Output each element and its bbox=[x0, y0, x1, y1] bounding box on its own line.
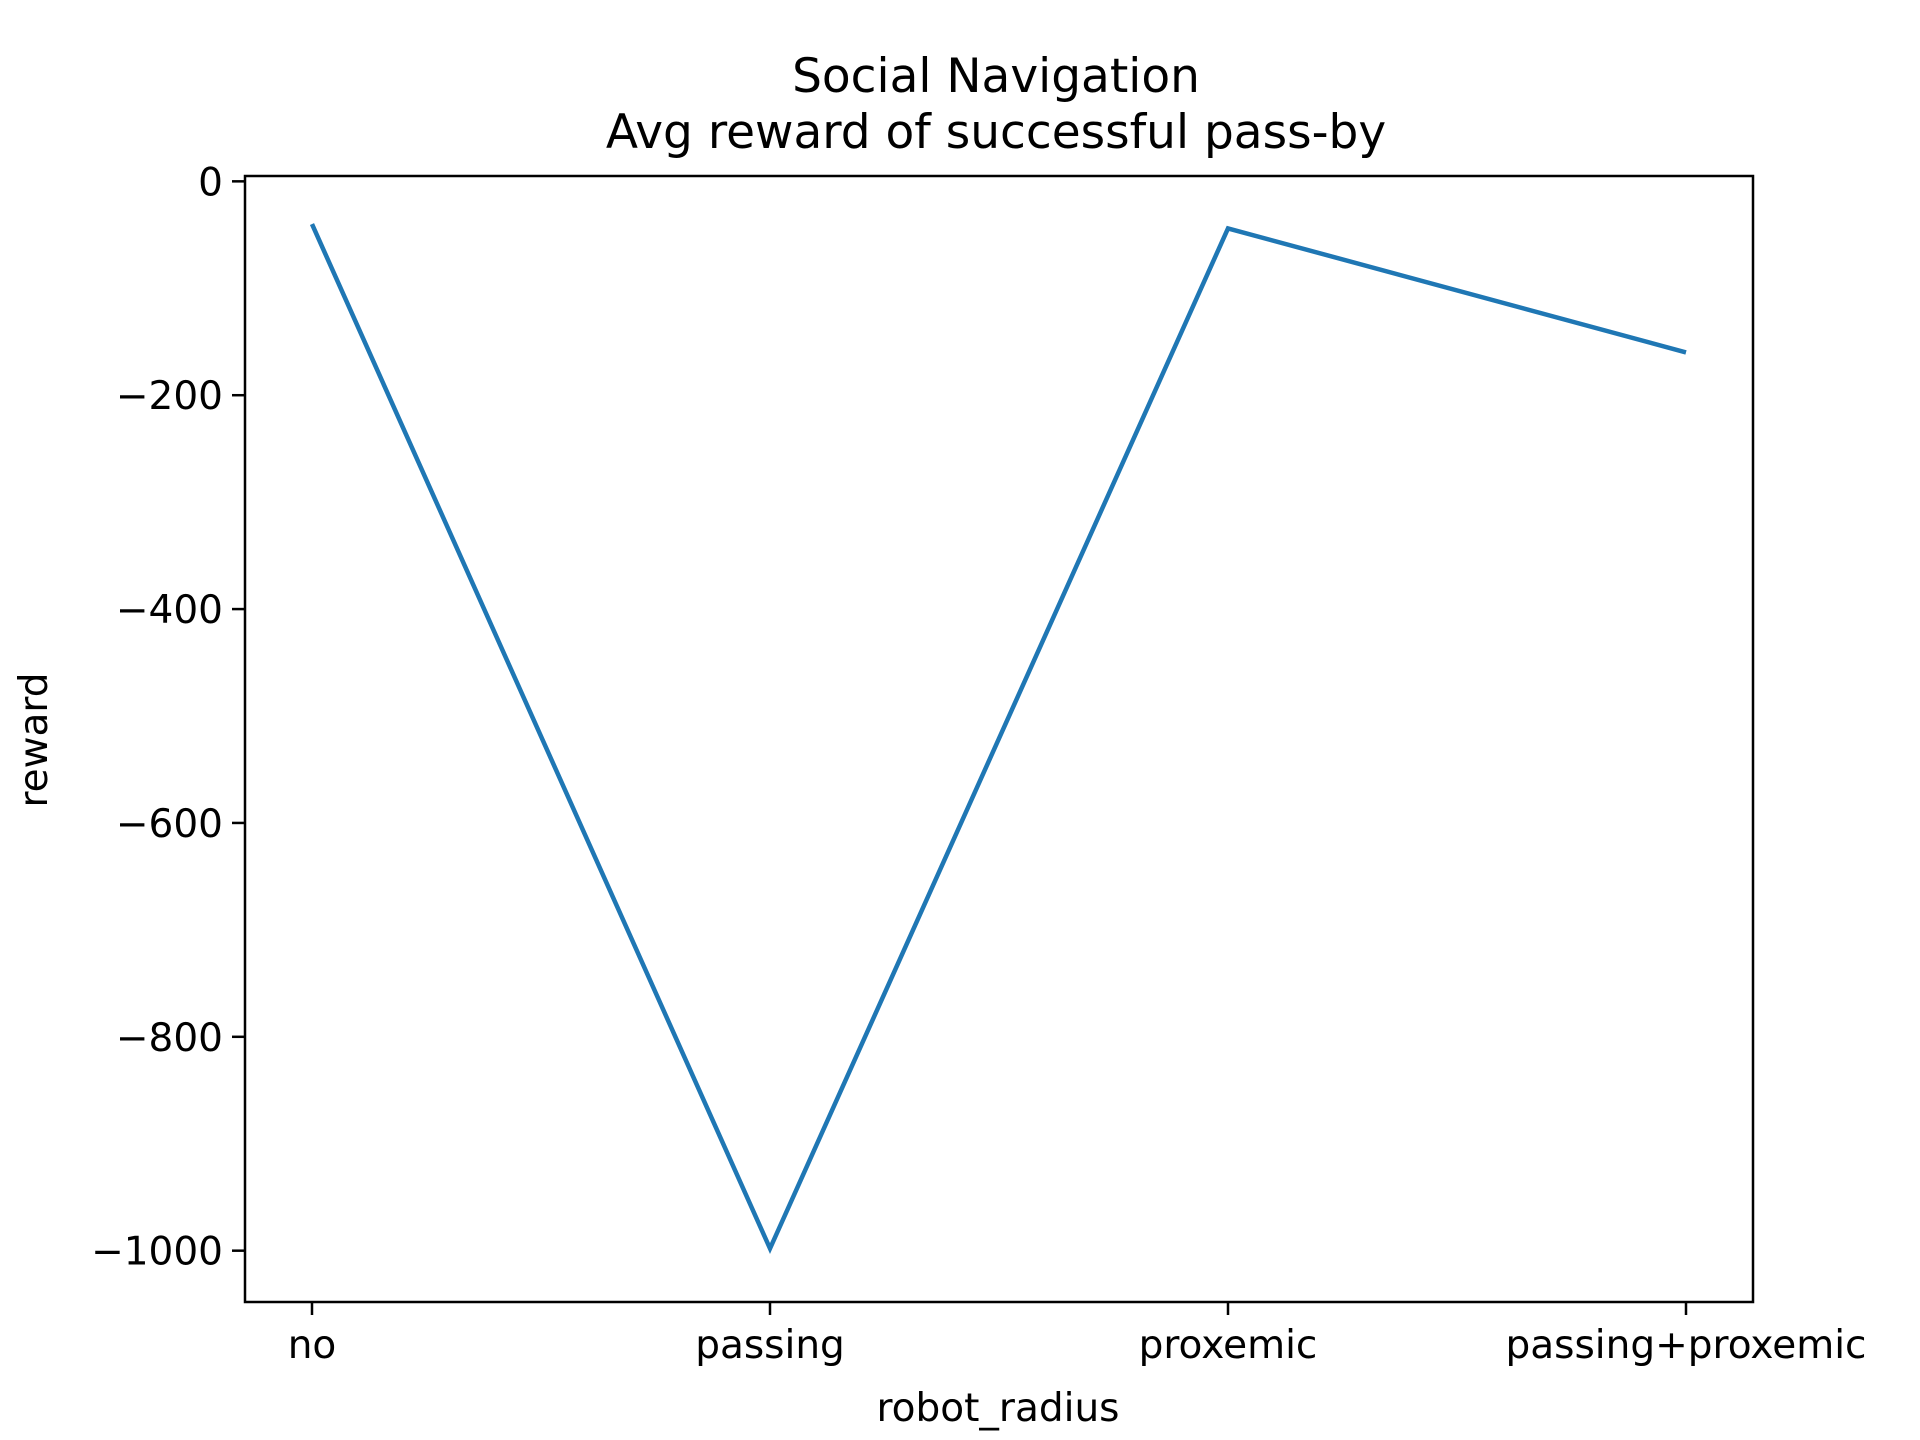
x-tick-label: no bbox=[288, 1323, 337, 1368]
series-layer bbox=[309, 223, 1687, 1255]
series-line bbox=[309, 223, 1687, 1255]
x-tick-label: passing bbox=[695, 1323, 845, 1368]
x-axis: no passing proxemic passing+proxemic bbox=[288, 1302, 1867, 1368]
x-tick-label: proxemic bbox=[1139, 1323, 1318, 1368]
y-tick-label: −400 bbox=[116, 588, 223, 633]
y-tick-label: −600 bbox=[116, 802, 223, 847]
y-tick-label: −1000 bbox=[91, 1230, 223, 1275]
plot-area-frame bbox=[243, 174, 1755, 1304]
y-tick-label: 0 bbox=[198, 160, 223, 205]
y-axis-label: reward bbox=[12, 672, 57, 807]
y-tick-label: −200 bbox=[116, 374, 223, 419]
chart-subtitle: Avg reward of successful pass-by bbox=[606, 105, 1386, 160]
y-axis: 0 −200 −400 −600 −800 −1000 bbox=[91, 160, 245, 1275]
x-tick-label: passing+proxemic bbox=[1505, 1323, 1866, 1368]
y-tick-label: −800 bbox=[116, 1016, 223, 1061]
x-axis-label: robot_radius bbox=[876, 1386, 1119, 1431]
chart-title: Social Navigation bbox=[792, 49, 1200, 104]
